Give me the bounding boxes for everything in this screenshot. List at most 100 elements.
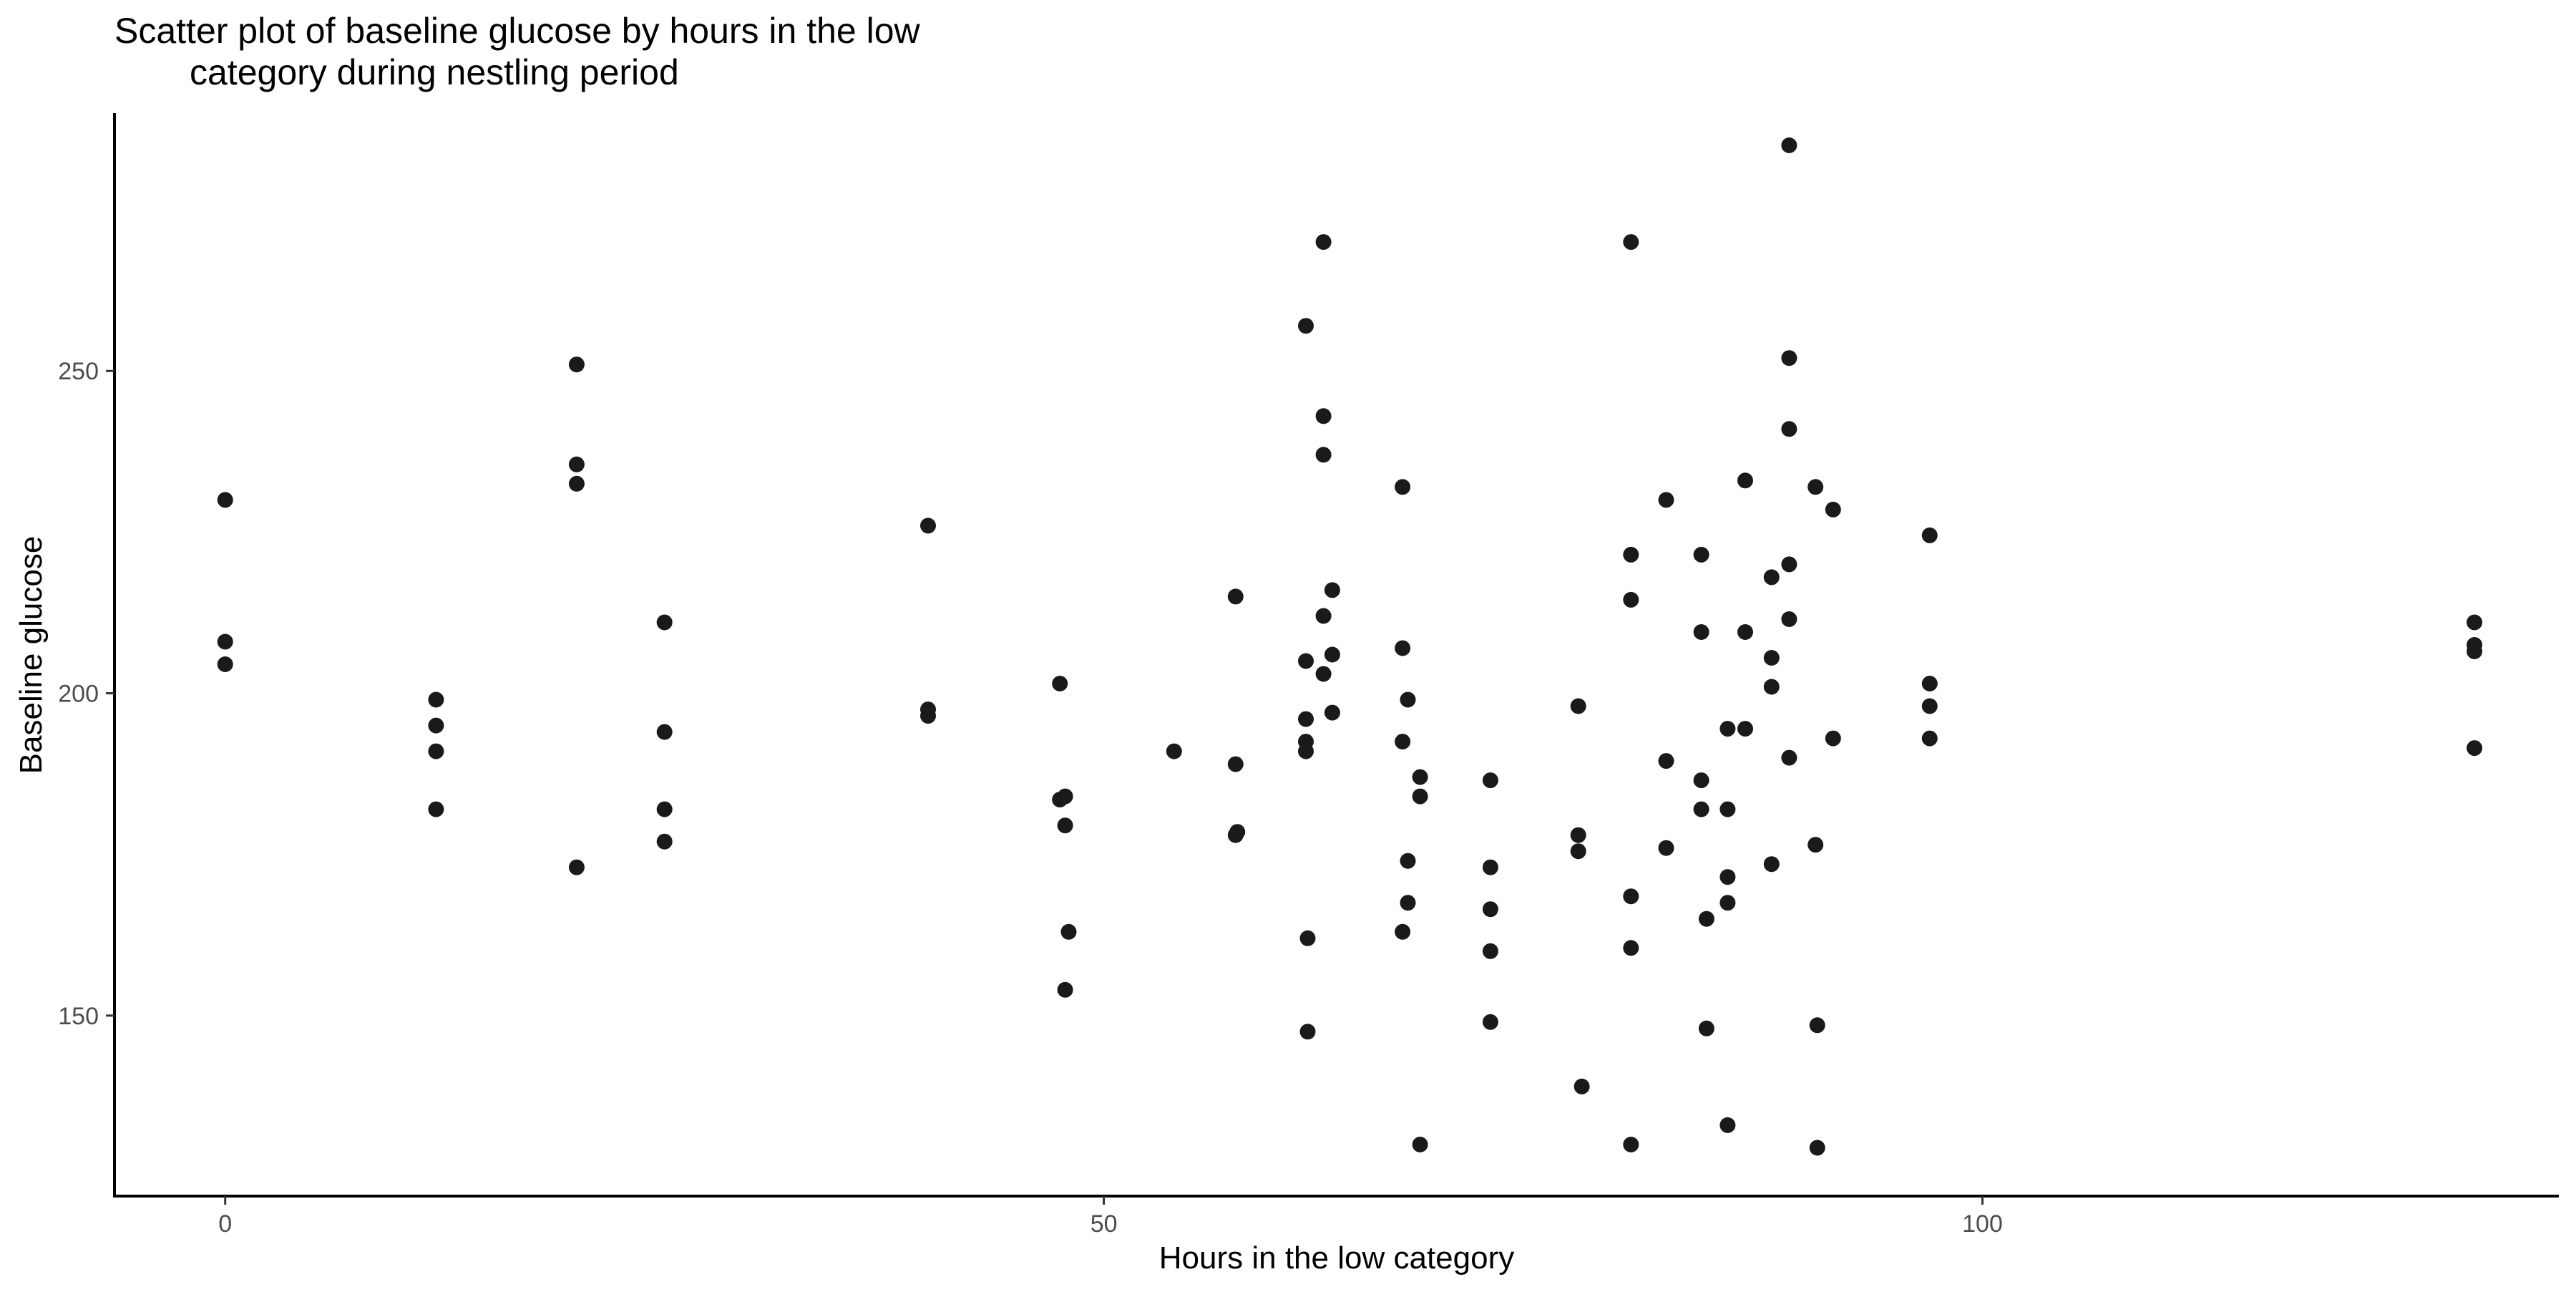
data-point	[1570, 827, 1586, 843]
data-point	[1737, 721, 1753, 737]
data-point	[1412, 1137, 1428, 1152]
data-point	[428, 717, 444, 734]
data-point	[1737, 624, 1753, 640]
data-point	[656, 614, 673, 631]
data-point	[1412, 769, 1428, 785]
data-point	[1299, 930, 1316, 946]
data-point	[1052, 676, 1068, 691]
data-point	[2467, 614, 2483, 631]
data-point	[1324, 646, 1340, 663]
data-point	[1166, 743, 1182, 759]
data-point	[1482, 943, 1498, 959]
data-point	[1395, 734, 1411, 750]
data-point	[1315, 666, 1332, 682]
data-point	[217, 492, 233, 508]
data-point	[568, 456, 585, 472]
data-point	[1315, 408, 1332, 424]
data-point	[1482, 772, 1498, 789]
x-tick-label: 100	[1962, 1210, 2003, 1238]
data-point	[1395, 640, 1411, 656]
data-point	[1719, 801, 1736, 817]
data-point	[1298, 711, 1314, 727]
data-point	[1482, 901, 1498, 918]
data-point	[1623, 546, 1639, 563]
data-point	[1400, 895, 1416, 911]
y-tick-label: 200	[58, 681, 99, 708]
data-point	[217, 633, 233, 650]
data-point	[1693, 624, 1709, 640]
y-axis-ticks: 150 200 250	[58, 358, 114, 1030]
data-point	[1570, 698, 1586, 714]
data-point	[1298, 743, 1314, 759]
data-point	[1719, 869, 1736, 885]
data-point	[1057, 788, 1073, 805]
data-point	[656, 724, 673, 740]
data-point	[1574, 1078, 1590, 1094]
x-axis-title: Hours in the low category	[1159, 1240, 1514, 1276]
data-point	[1737, 472, 1753, 489]
data-point	[1763, 856, 1780, 873]
data-point	[1693, 801, 1709, 817]
data-point	[428, 801, 444, 817]
data-point	[1809, 1140, 1825, 1156]
data-point	[1763, 569, 1780, 586]
data-point	[428, 743, 444, 759]
data-point	[1623, 591, 1639, 608]
data-point	[1809, 1017, 1825, 1034]
data-points	[217, 137, 2483, 1156]
data-point	[1298, 318, 1314, 334]
data-point	[1623, 1137, 1639, 1152]
data-point	[1921, 527, 1938, 543]
data-point	[1623, 234, 1639, 251]
data-point	[1570, 843, 1586, 860]
data-point	[1763, 650, 1780, 666]
data-point	[1719, 721, 1736, 737]
data-point	[1227, 756, 1244, 772]
data-point	[1315, 447, 1332, 463]
data-point	[1395, 479, 1411, 495]
data-point	[1057, 817, 1073, 834]
data-point	[1781, 749, 1797, 766]
data-point	[1698, 910, 1714, 927]
data-point	[1719, 895, 1736, 911]
data-point	[1921, 698, 1938, 714]
x-tick-label: 50	[1091, 1210, 1118, 1238]
data-point	[1412, 788, 1428, 805]
data-point	[1057, 981, 1073, 998]
data-point	[1315, 234, 1332, 251]
chart-title-line-1: Scatter plot of baseline glucose by hour…	[114, 11, 921, 51]
data-point	[1299, 1024, 1316, 1040]
data-point	[1719, 1117, 1736, 1133]
data-point	[568, 859, 585, 875]
data-point	[1658, 840, 1674, 856]
data-point	[1825, 501, 1841, 518]
data-point	[1658, 753, 1674, 769]
y-tick-label: 250	[58, 358, 99, 385]
data-point	[656, 833, 673, 850]
data-point	[1781, 611, 1797, 627]
data-point	[1763, 679, 1780, 695]
data-point	[1229, 824, 1246, 840]
data-point	[1324, 704, 1340, 721]
data-point	[1807, 479, 1824, 495]
data-point	[1623, 940, 1639, 956]
data-point	[1658, 492, 1674, 508]
data-point	[1395, 923, 1411, 940]
data-point	[656, 801, 673, 817]
y-axis-title: Baseline glucose	[14, 536, 49, 774]
chart-title-line-2: category during nestling period	[190, 52, 679, 92]
data-point	[2467, 740, 2483, 757]
data-point	[1781, 556, 1797, 573]
data-point	[1693, 772, 1709, 789]
data-point	[1623, 888, 1639, 905]
data-point	[568, 475, 585, 492]
data-point	[1781, 350, 1797, 366]
data-point	[1400, 853, 1416, 869]
data-point	[920, 518, 936, 534]
data-point	[1825, 730, 1841, 747]
data-point	[568, 356, 585, 373]
data-point	[1781, 421, 1797, 437]
data-point	[1807, 837, 1824, 853]
data-point	[428, 691, 444, 708]
